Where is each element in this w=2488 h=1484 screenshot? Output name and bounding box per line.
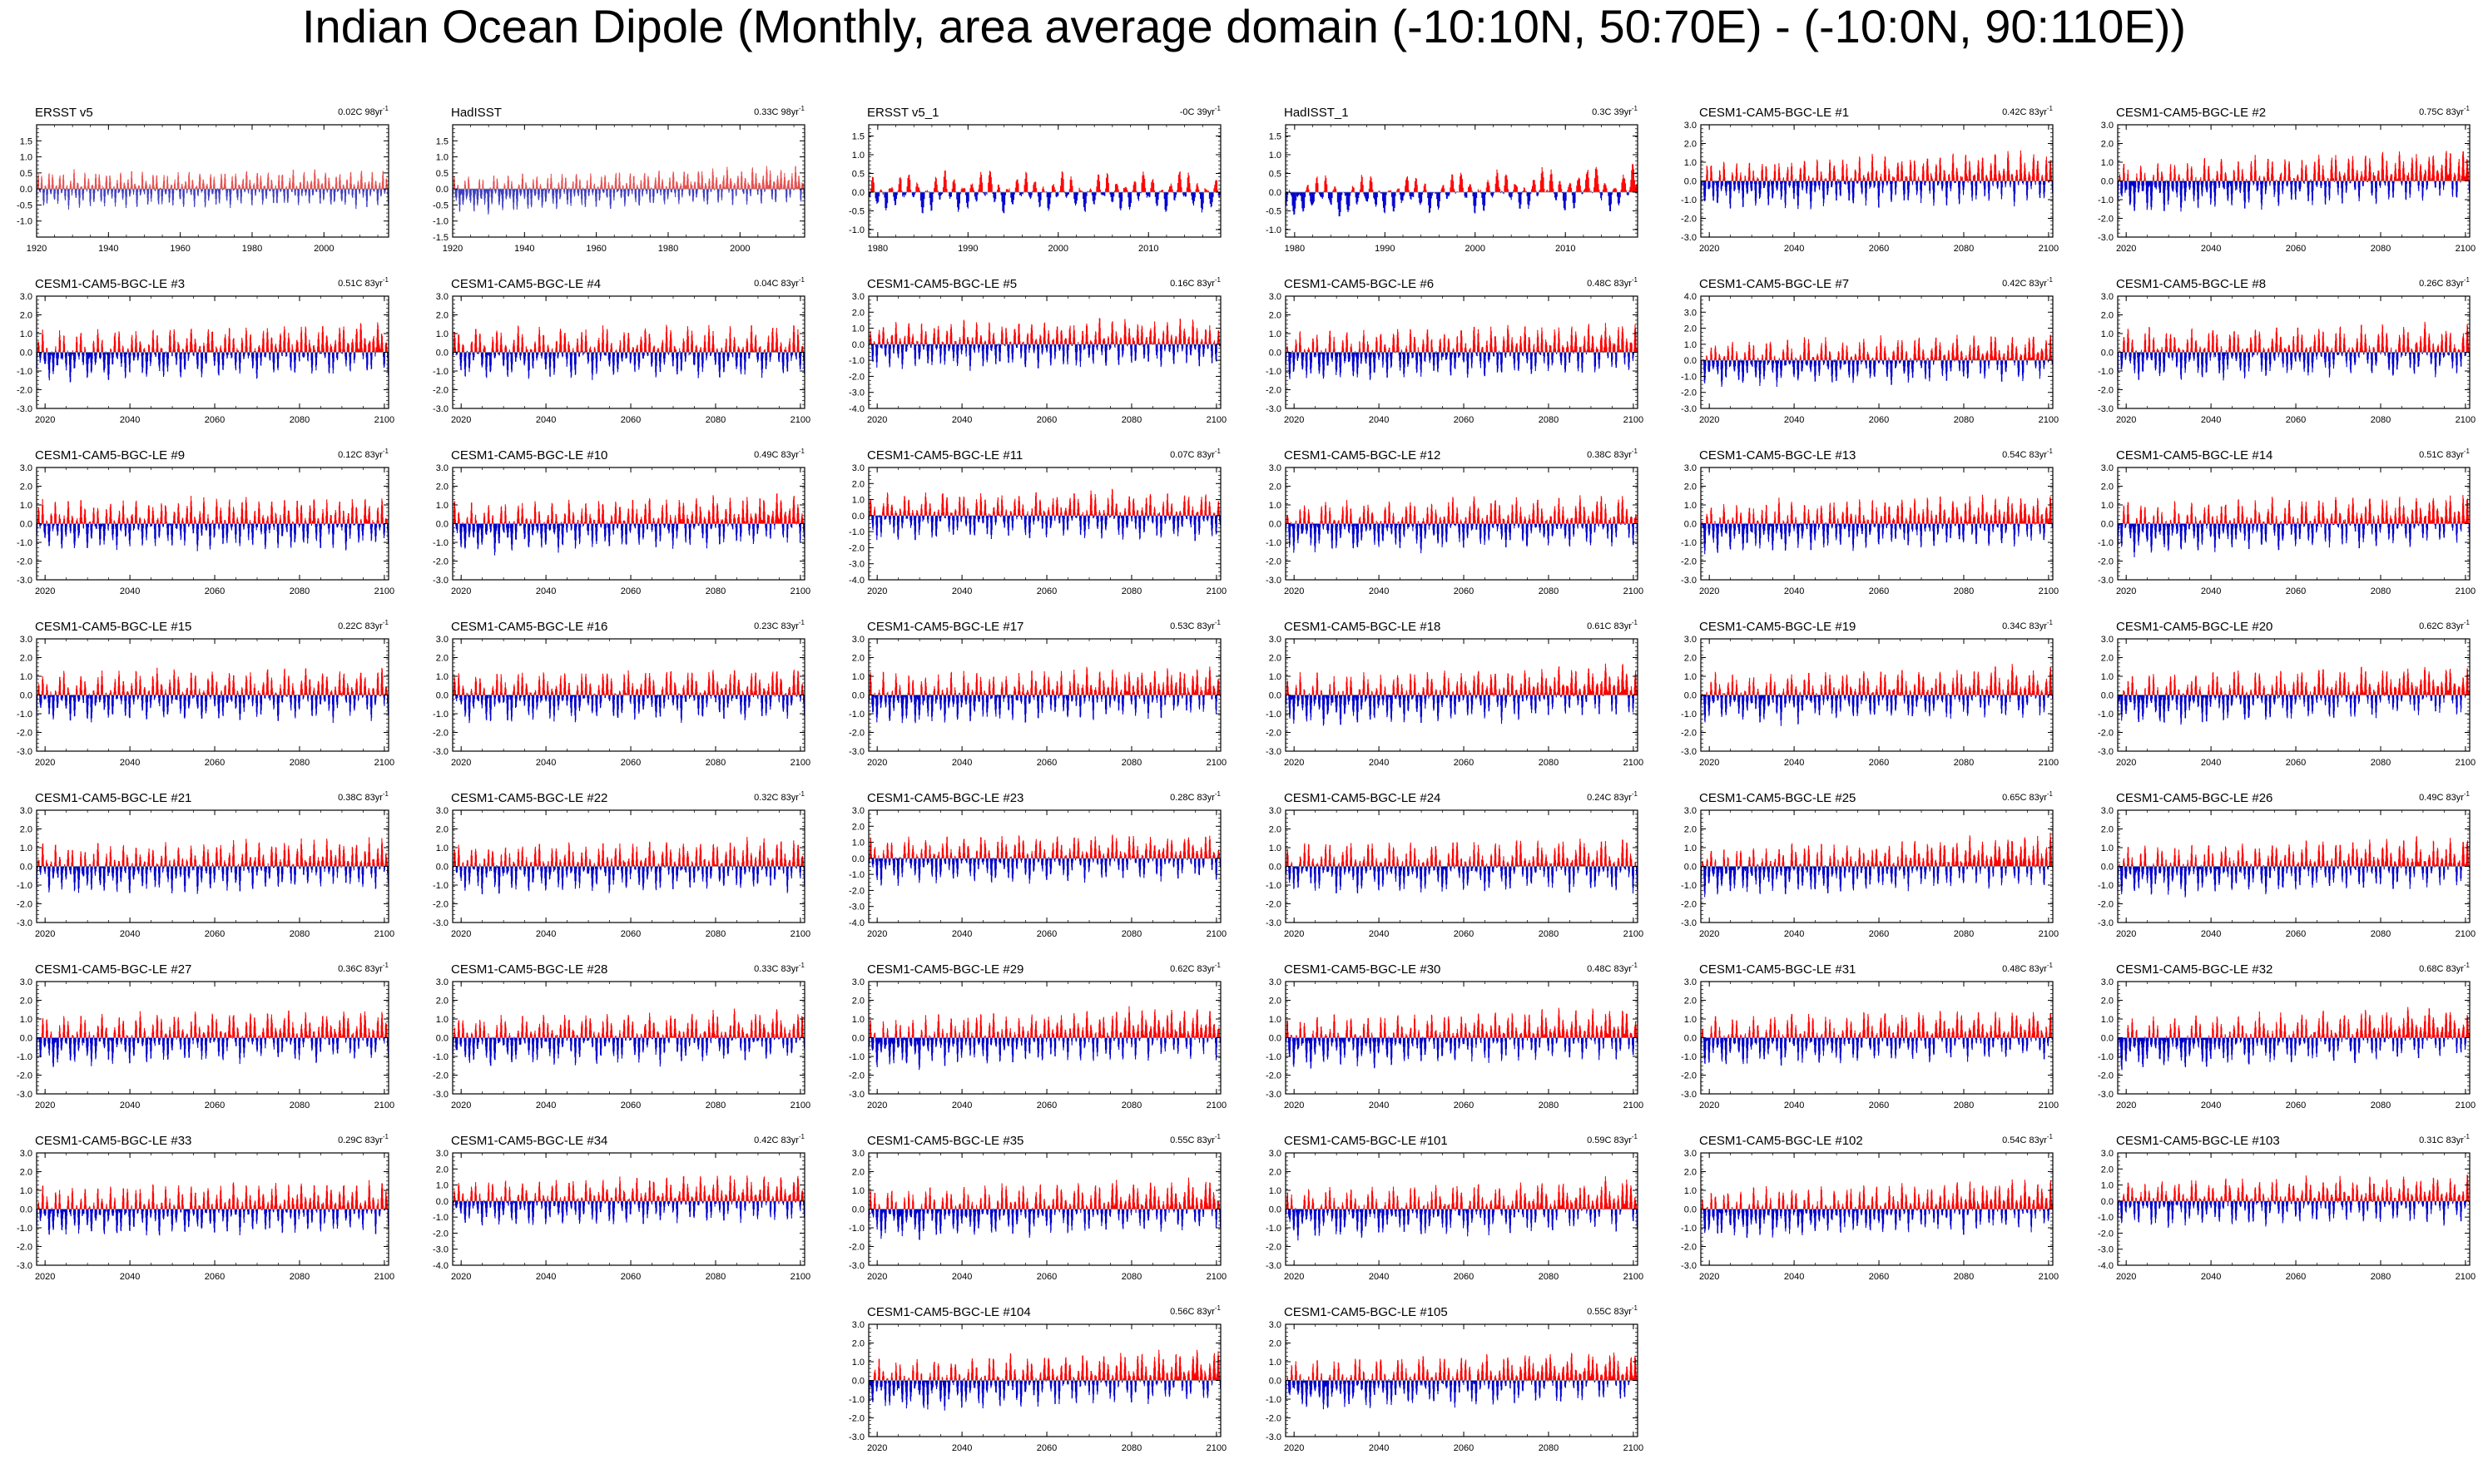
plot-frame [869,125,1221,237]
ytick-label: -0.5 [1266,207,1281,217]
ytick-label: 0.5 [20,169,32,179]
trend-annotation: 0.42C 83yr-1 [2002,105,2053,117]
ytick-label: 1.5 [852,132,865,142]
ytick-label: 1.0 [20,153,32,163]
trend-annotation: 0.33C 98yr-1 [754,105,805,117]
xtick-label: 1980 [658,244,678,254]
ytick-label: 0.5 [1269,170,1281,180]
panel-3: ERSST v5_1 -0C 39yr-1 -1.0 -0.5 0.0 0.5 1.0 1.5… [849,105,1222,254]
ytick-label: 1.5 [20,136,32,146]
xtick-label: 2060 [1869,244,1889,254]
ytick-label: 0.0 [20,185,32,195]
panel-4: HadISST_1 0.3C 39yr-1 -1.0 -0.5 0.0 0.5 1.0 1.5… [1266,105,1638,254]
xtick-label: 1920 [27,244,47,254]
xtick-label: 1980 [868,244,888,254]
ytick-label: 2.0 [1684,140,1697,150]
panel-6: CESM1-CAM5-BGC-LE #2 0.75C 83yr-1-3.0-2.0… [2098,105,2476,254]
panel-title: ERSST v5 [35,106,93,120]
ytick-label: -0.5 [433,200,449,210]
trend-annotation: 0.3C 39yr-1 [1592,105,1638,117]
ytick-label: 0.5 [852,170,865,180]
xtick-label: 1980 [242,244,262,254]
xtick-label: 2080 [1954,244,1974,254]
xtick-label: 1960 [586,244,606,254]
ytick-label: 1.0 [436,153,449,163]
xtick-label: 2000 [314,244,334,254]
xtick-label: 2020 [1699,244,1719,254]
ytick-label: -1.0 [433,217,449,227]
ytick-label: -0.5 [849,207,865,217]
panel-title: CESM1-CAM5-BGC-LE #1 [1699,106,1849,120]
xtick-label: 1990 [1375,244,1395,254]
ytick-label: 1.0 [852,151,865,161]
ytick-label: 1.5 [1269,132,1281,142]
panel-2: HadISST 0.33C 98yr-1 -1.5 -1.0 -0.5 0.0 0.5 1.0… [433,105,805,254]
ytick-label: 1.0 [1684,158,1697,168]
ytick-label: 1.0 [1269,151,1281,161]
xtick-label: 2000 [1465,244,1485,254]
panel-title: CESM1-CAM5-BGC-LE #2 [2116,106,2266,120]
xtick-label: 2000 [730,244,750,254]
ytick-label: 1.5 [436,136,449,146]
xtick-label: 1940 [98,244,118,254]
ytick-label: -1.0 [17,217,32,227]
xtick-label: 2040 [1784,244,1804,254]
ytick-label: 3.0 [1684,121,1697,131]
xtick-label: 1980 [1285,244,1305,254]
trend-annotation: 0.75C 83yr-1 [2419,105,2470,117]
xtick-label: 2010 [1138,244,1158,254]
ytick-label: 0.5 [436,169,449,179]
ytick-label: 0.0 [852,188,865,198]
ytick-label: -2.0 [1681,215,1697,225]
xtick-label: 2010 [1555,244,1575,254]
ytick-label: 0.0 [1269,188,1281,198]
ytick-label: -1.0 [1681,195,1697,205]
xtick-label: 1960 [170,244,190,254]
series-bars [1701,151,2053,210]
ytick-label: -3.0 [1681,233,1697,243]
trend-annotation: -0C 39yr-1 [1180,105,1222,117]
panel-5: CESM1-CAM5-BGC-LE #1 0.42C 83yr-1 -3.0 -2.0… [1681,105,2059,254]
panel-title: HadISST [451,106,502,120]
series-bars [37,169,389,210]
panel-title: ERSST v5_1 [867,106,939,120]
ytick-label: 0.0 [436,185,449,195]
xtick-label: 1940 [514,244,534,254]
trend-annotation: 0.02C 98yr-1 [338,105,389,117]
ytick-label: -1.0 [1266,225,1281,235]
series-bars [1286,164,1637,216]
ytick-label: -0.5 [17,200,32,210]
xtick-label: 1920 [443,244,463,254]
panel-1: ERSST v5 0.02C 98yr-1 -1.0 -0.5 0.0 0.5 1.0 1.5… [17,105,389,254]
xtick-label: 2100 [2039,244,2059,254]
xtick-label: 1990 [958,244,978,254]
series-bars [453,166,805,215]
xtick-label: 2000 [1048,244,1068,254]
ytick-label: -1.5 [433,233,449,243]
ytick-label: -1.0 [849,225,865,235]
panel-title: HadISST_1 [1284,106,1349,120]
ytick-label: 0.0 [1684,177,1697,187]
